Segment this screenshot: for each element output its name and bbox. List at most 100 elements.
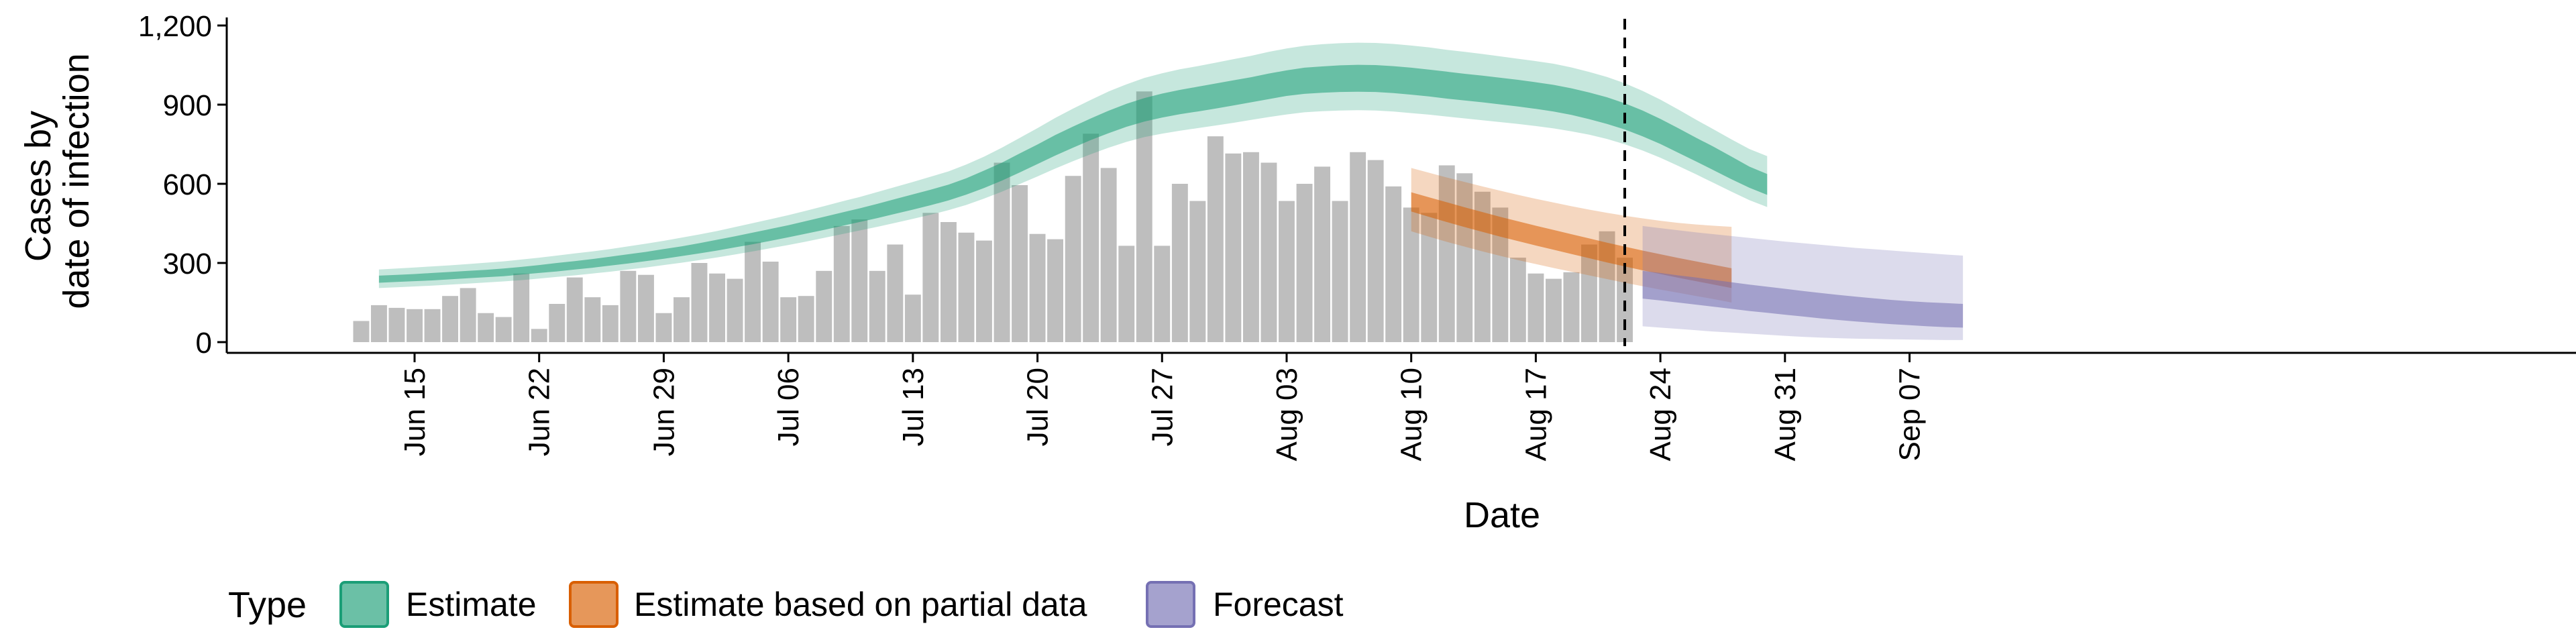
y-tick-label: 1,200: [138, 10, 212, 43]
bar: [460, 288, 476, 342]
bar: [762, 262, 779, 342]
x-tick-label: Jul 13: [897, 368, 930, 446]
bar: [1563, 272, 1580, 342]
bar: [674, 297, 690, 342]
bar: [407, 309, 423, 342]
bar: [1154, 246, 1171, 342]
bars-layer: [353, 91, 1633, 343]
bar: [1314, 166, 1330, 342]
x-tick-label: Jul 27: [1146, 368, 1179, 446]
x-tick-label: Aug 24: [1644, 368, 1677, 461]
bar: [513, 273, 530, 342]
x-tick-label: Aug 17: [1519, 368, 1552, 461]
bar: [1617, 258, 1633, 342]
bar: [1136, 91, 1152, 343]
y-axis-title-line-2: date of infection: [56, 53, 97, 309]
bar: [1296, 184, 1313, 342]
bar: [1421, 213, 1438, 342]
bar: [1243, 152, 1259, 343]
bar: [1225, 153, 1242, 343]
bar: [958, 232, 975, 342]
bar: [1047, 239, 1063, 342]
x-tick-label: Jun 15: [398, 368, 431, 456]
y-tick-label: 600: [163, 168, 212, 201]
inner-ribbon: [1642, 270, 1964, 328]
bar: [1279, 201, 1295, 342]
legend-key: [1146, 581, 1195, 628]
x-tick-label: Jul 06: [772, 368, 805, 446]
bar: [833, 225, 850, 342]
x-tick-label: Aug 03: [1271, 368, 1303, 461]
x-tick-label: Aug 10: [1395, 368, 1428, 461]
bar: [709, 273, 725, 342]
x-tick-label: Jun 22: [523, 368, 556, 456]
bar: [495, 317, 512, 342]
bar: [941, 222, 957, 342]
ribbons-layer: [378, 42, 1964, 340]
bar: [1012, 185, 1028, 342]
bar: [584, 297, 601, 342]
series-forecast: [1642, 225, 1964, 340]
y-axis-title: Cases by date of infection: [18, 53, 97, 309]
bar: [1509, 258, 1526, 342]
outer-ribbon: [378, 42, 1768, 288]
bar: [851, 219, 868, 342]
legend-label: Estimate based on partial data: [634, 586, 1087, 623]
bar: [1083, 133, 1099, 343]
y-axis-title-line-1: Cases by: [18, 111, 58, 262]
bar: [976, 240, 992, 342]
series-estimate: [378, 42, 1768, 288]
bar: [691, 263, 708, 342]
bar: [745, 241, 761, 342]
bar: [994, 162, 1010, 342]
bar: [1350, 152, 1366, 343]
bar: [424, 309, 441, 342]
bar: [1546, 278, 1562, 342]
bar: [353, 321, 370, 342]
bar: [549, 304, 566, 342]
y-tick-label: 0: [196, 327, 212, 360]
inner-ribbon: [1411, 192, 1732, 288]
bar: [638, 274, 654, 342]
legend-item: Estimate: [339, 581, 537, 628]
x-tick-label: Aug 31: [1769, 368, 1802, 461]
bar: [1527, 273, 1544, 342]
bar: [1100, 168, 1117, 342]
bar: [1260, 162, 1277, 342]
axes-layer: 0 300 600 900 1,200 Jun 15 Jun 22 Jun 29 Jul 06 J…: [138, 10, 2576, 461]
x-tick-label: Jul 20: [1022, 368, 1055, 446]
bar: [1189, 201, 1206, 342]
bar: [1385, 186, 1402, 342]
bar: [620, 270, 637, 342]
bar: [388, 307, 405, 342]
legend: Type Estimate Estimate based on partial d…: [228, 581, 1344, 628]
series-estimate-based-on-partial-data: [1411, 168, 1732, 303]
x-tick-label: Jun 29: [647, 368, 680, 456]
bar: [1332, 201, 1348, 342]
x-tick-label: Sep 07: [1894, 368, 1927, 461]
y-tick-label: 300: [163, 248, 212, 280]
bar: [1581, 244, 1597, 342]
bar: [904, 294, 921, 342]
bar: [887, 244, 904, 342]
bar: [655, 313, 672, 342]
bar: [922, 213, 939, 342]
bar: [566, 277, 583, 342]
bar: [1118, 246, 1135, 342]
legend-label: Forecast: [1213, 586, 1344, 623]
bar: [442, 296, 458, 342]
bar: [816, 270, 833, 342]
bar: [371, 305, 387, 342]
bar: [727, 278, 743, 342]
bar: [780, 297, 797, 342]
legend-key: [569, 581, 619, 628]
bar: [602, 305, 619, 342]
legend-item: Forecast: [1146, 581, 1344, 628]
bar: [1171, 184, 1188, 342]
bar: [1492, 207, 1509, 342]
legend-items: Estimate Estimate based on partial data Fo…: [339, 581, 1344, 628]
bar: [798, 296, 814, 342]
bar: [478, 313, 494, 342]
bar: [531, 329, 547, 342]
legend-title: Type: [228, 585, 307, 625]
